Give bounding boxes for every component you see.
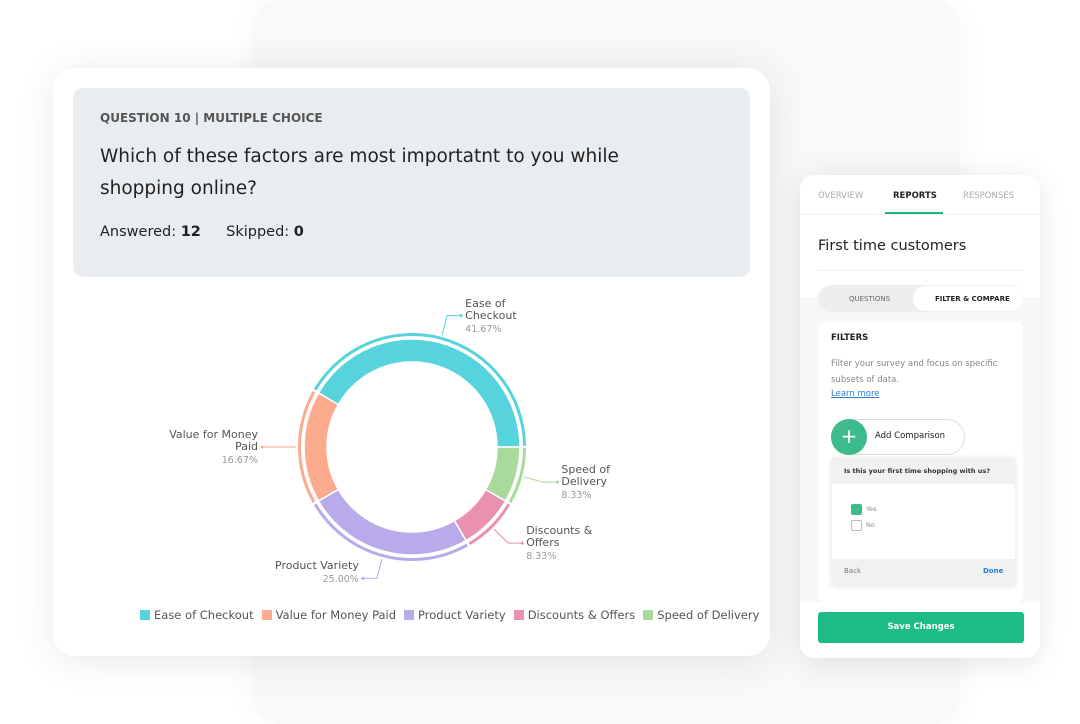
panel-header: [800, 175, 1040, 297]
callout-dot: [361, 576, 365, 580]
stats: Answered: 12 Skipped: 0: [100, 224, 304, 240]
tab-underline: [885, 212, 943, 214]
legend-label: Speed of Delivery: [657, 608, 760, 622]
answered-label: Answered:: [100, 224, 177, 240]
checkbox[interactable]: [851, 504, 862, 515]
callout-category: Value for Money Paid: [169, 428, 258, 454]
slice: [303, 391, 340, 503]
callout-label: Speed of Delivery 8.33%: [561, 464, 651, 502]
skipped-count: 0: [293, 224, 304, 240]
callout-line: [523, 476, 558, 483]
legend-swatch: [643, 610, 654, 620]
dropdown-footer: [832, 559, 1015, 585]
answered-count: 12: [180, 224, 201, 240]
callout-line: [493, 528, 523, 544]
panel-title: First time customers: [818, 238, 967, 254]
option-label: Yes: [866, 505, 877, 513]
mobile-panel: OVERVIEW REPORTS RESPONSES First time cu…: [800, 175, 1040, 658]
callout-value: 8.33%: [526, 551, 557, 563]
question-kicker: QUESTION 10 | MULTIPLE CHOICE: [100, 111, 323, 125]
legend-swatch: [513, 610, 524, 620]
callout-label: Product Variety 25.00%: [269, 560, 359, 586]
legend-label: Product Variety: [418, 608, 506, 622]
callout-dot: [260, 445, 264, 449]
legend-item: Discounts & Offers: [513, 608, 636, 622]
legend: Ease of Checkout Value for Money Paid Prod…: [140, 608, 759, 622]
divider: [818, 270, 1023, 271]
legend-swatch: [404, 610, 415, 620]
add-icon: +: [831, 419, 867, 455]
question-box: [73, 88, 750, 277]
callout-line: [362, 558, 383, 579]
save-button[interactable]: Save Changes: [818, 612, 1024, 643]
checkbox[interactable]: [851, 520, 862, 531]
outer-ring: [298, 391, 316, 504]
callout-label: Ease of Checkout 41.67%: [465, 296, 555, 336]
dropdown-header: [832, 458, 1015, 484]
callout-dot: [459, 314, 463, 318]
option-label: No: [866, 521, 875, 529]
callout-label: Value for Money Paid 16.67%: [168, 429, 258, 467]
tab[interactable]: RESPONSES: [963, 191, 1015, 201]
slice: [317, 488, 468, 556]
legend-swatch: [140, 610, 150, 620]
callout-value: 16.67%: [221, 455, 258, 467]
outer-ring: [468, 503, 511, 546]
add-comparison-label: Add Comparison: [875, 431, 946, 441]
callout-category: Discounts & Offers: [526, 524, 593, 550]
callout-line: [441, 315, 462, 336]
toggle: QUESTIONS FILTER & COMPARE: [818, 285, 1023, 312]
callout-value: 8.33%: [561, 490, 592, 502]
divider: [800, 214, 1040, 215]
legend-item: Product Variety: [404, 608, 506, 622]
toggle-active: [913, 286, 1023, 311]
legend-item: Value for Money Paid: [261, 608, 397, 622]
legend-label: Value for Money Paid: [275, 608, 397, 622]
legend-label: Discounts & Offers: [527, 608, 636, 622]
back-button[interactable]: Back: [844, 567, 861, 575]
toggle-option[interactable]: QUESTIONS: [849, 295, 891, 303]
callout-dot: [520, 541, 524, 545]
callout-value: 25.00%: [322, 574, 359, 586]
legend-label: Ease of Checkout: [154, 608, 254, 622]
legend-swatch: [261, 610, 272, 620]
filters-text: Filter your survey and focus on specific…: [831, 359, 998, 385]
callout-label: Discounts & Offers 8.33%: [526, 525, 616, 563]
legend-item: Ease of Checkout: [140, 608, 254, 622]
done-button[interactable]: Done: [983, 567, 1004, 575]
callout-category: Product Variety: [275, 559, 359, 573]
learn-more-link[interactable]: Learn more: [831, 389, 880, 399]
legend-item: Speed of Delivery: [643, 608, 759, 622]
filters-heading: FILTERS: [831, 333, 869, 343]
skipped-label: Skipped:: [226, 224, 290, 240]
callout-value: 41.67%: [465, 323, 502, 335]
filter-question: Is this your first time shopping with us…: [844, 467, 991, 475]
toggle-option[interactable]: FILTER & COMPARE: [935, 295, 1010, 303]
question-text: Which of these factors are most importat…: [100, 146, 619, 199]
outer-ring: [508, 448, 526, 503]
tab[interactable]: OVERVIEW: [818, 191, 864, 201]
callout-category: Ease of Checkout: [465, 296, 517, 322]
callout-category: Speed of Delivery: [561, 463, 610, 489]
callout-dot: [555, 480, 559, 484]
tab[interactable]: REPORTS: [893, 191, 937, 201]
slice: [484, 446, 521, 503]
